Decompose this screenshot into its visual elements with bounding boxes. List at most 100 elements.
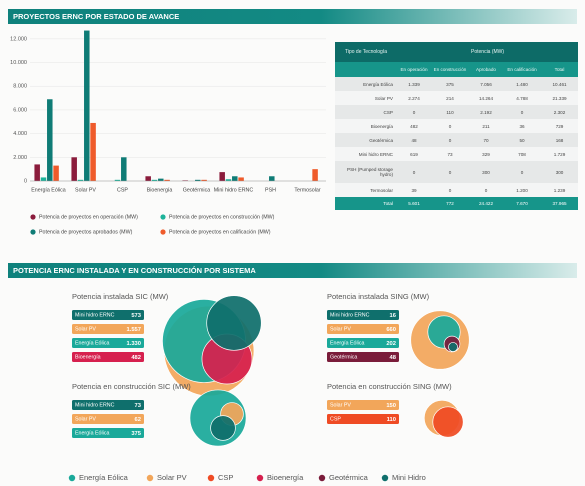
table-row: PSH (Pumped storage hydro) 0 0 300 0 300 [335,161,579,183]
legend-swatch [68,474,76,482]
bar [90,122,96,181]
pill-value: 62 [135,417,141,423]
x-tick-label: CSP [117,187,128,193]
bubble [210,415,236,441]
bar [195,179,201,181]
legend-swatch [160,229,166,235]
legend-label: Solar PV [157,473,187,482]
table-cell: 214 [431,91,469,105]
x-tick-label: Termosolar [294,187,320,193]
pill [327,400,399,410]
y-tick-label: 0 [24,178,27,184]
table-cell: 0 [503,105,541,119]
bar [225,179,232,181]
legend-swatch [30,229,36,235]
header-cell: Tipo de Tecnología [335,42,397,62]
pill [72,324,144,334]
row-label: Solar PV [335,91,397,105]
table-cell: 772 [431,197,469,210]
bar [312,169,318,181]
pill [327,310,399,320]
panel-title: Potencia en construcción SIC (MW) [72,382,191,391]
pill [72,414,144,424]
table-cell: 0 [431,183,469,197]
table-cell: 36 [503,119,541,133]
bubble [206,295,262,351]
table-cell: 10.461 [541,77,579,91]
bar [71,157,77,181]
table-cell: 50 [503,133,541,147]
legend-swatch [256,474,264,482]
y-tick-label: 6.000 [13,107,27,113]
pill-label: Mini hidro ERNC [75,313,115,319]
table-cell: 0 [469,183,503,197]
pill-label: Bioenergía [75,355,101,361]
pill-label: Energía Eólica [75,431,110,437]
table-cell: 4.788 [503,91,541,105]
table-cell: 1.339 [397,77,431,91]
pill-value: 16 [390,313,397,319]
table-cell: 7.056 [469,77,503,91]
table-cell: 110 [431,105,469,119]
x-tick-label: Solar PV [75,187,96,193]
pill-value: 48 [390,355,397,361]
table-cell: 1.200 [503,183,541,197]
table-cell: 24.422 [469,197,503,210]
legend-label: Bioenergía [267,473,304,482]
table-cell: 0 [431,119,469,133]
bar [164,179,170,181]
pill-value: 1.330 [126,341,141,347]
bar [145,176,151,181]
table-cell: 619 [397,147,431,161]
row-label: Mini hidro ERNC [335,147,397,161]
x-tick-label: Mini hidro ERNC [214,187,254,193]
section-title: PROYECTOS ERNC POR ESTADO DE AVANCE [13,12,179,21]
legend-label: Energía Eólica [79,473,129,482]
row-label: Energía Eólica [335,77,397,91]
pill-value: 660 [386,327,396,333]
table-cell: 375 [431,77,469,91]
table-cell: 14.264 [469,91,503,105]
subheader-cell: Total [541,62,579,77]
data-table: Tipo de Tecnología Potencia (MW) En operac… [335,42,579,210]
row-label: Termosolar [335,183,397,197]
table-cell: 37.965 [541,197,579,210]
pill-value: 375 [131,431,141,437]
bar [121,157,127,181]
bar [151,179,158,181]
pill-label: Solar PV [330,327,351,333]
subheader-cell: En operación [397,62,431,77]
row-label: Bioenergía [335,119,397,133]
table-cell: 708 [503,147,541,161]
table-cell: 729 [541,119,579,133]
subheader-cell: En construcción [431,62,469,77]
table-cell: 168 [541,133,579,147]
subheader-cell: En calificación [503,62,541,77]
table-cell: 482 [397,119,431,133]
header-cell: Potencia (MW) [397,42,579,62]
pill-label: Solar PV [330,403,351,409]
pill [72,310,144,320]
y-tick-label: 2.000 [13,155,27,161]
pill-label: Energía Eólica [75,341,110,347]
table-cell: 0 [397,105,431,119]
table-cell: 300 [541,161,579,183]
pill-value: 150 [386,403,396,409]
bar [182,180,188,181]
table-cell: 1.729 [541,147,579,161]
panel-title: Potencia instalada SIC (MW) [72,292,169,301]
pill-label: Mini hidro ERNC [75,403,115,409]
pill [327,352,399,362]
legend-label: Potencia de proyectos en operación (MW) [39,214,138,220]
table-cell: 2.274 [397,91,431,105]
legend-label: Potencia de proyectos en calificación (M… [169,229,271,235]
table-cell: 39 [397,183,431,197]
pill-value: 73 [135,403,142,409]
bubble [432,406,464,438]
pill-value: 573 [131,313,141,319]
bar [77,179,84,181]
pill-value: 1.557 [126,327,141,333]
